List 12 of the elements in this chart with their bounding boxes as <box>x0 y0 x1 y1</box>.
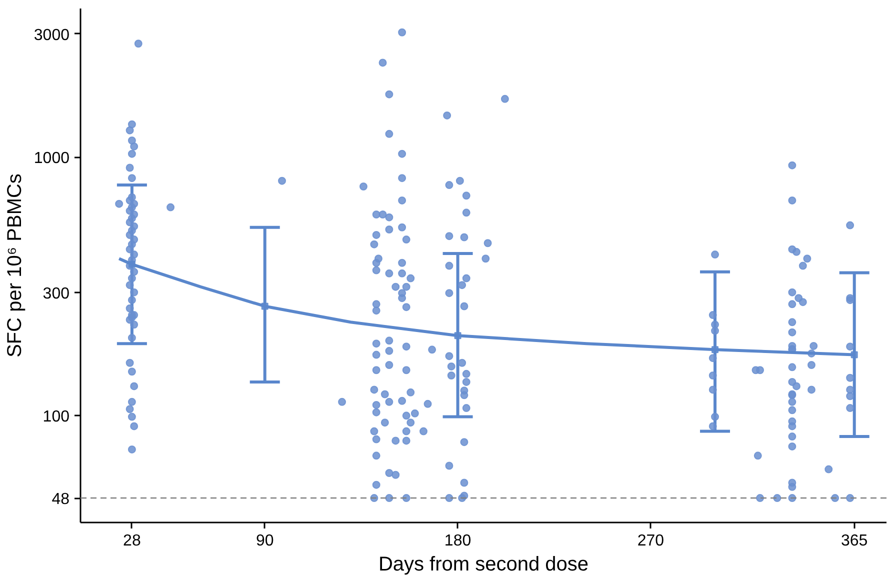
y-tick-label: 100 <box>42 408 70 426</box>
y-axis-title: SFC per 10⁶ PBMCs <box>4 174 26 358</box>
y-tick-label: 3000 <box>34 26 70 44</box>
x-tick-label: 270 <box>637 532 664 550</box>
x-axis-title: Days from second dose <box>378 554 589 576</box>
y-tick-label: 1000 <box>34 150 70 168</box>
y-tick-label: 300 <box>42 285 70 302</box>
x-tick-label: 180 <box>444 532 472 550</box>
y-tick-label: 48 <box>52 491 70 508</box>
x-tick-label: 90 <box>256 532 274 550</box>
x-tick-label: 28 <box>123 532 141 550</box>
x-tick-label: 365 <box>841 532 868 550</box>
